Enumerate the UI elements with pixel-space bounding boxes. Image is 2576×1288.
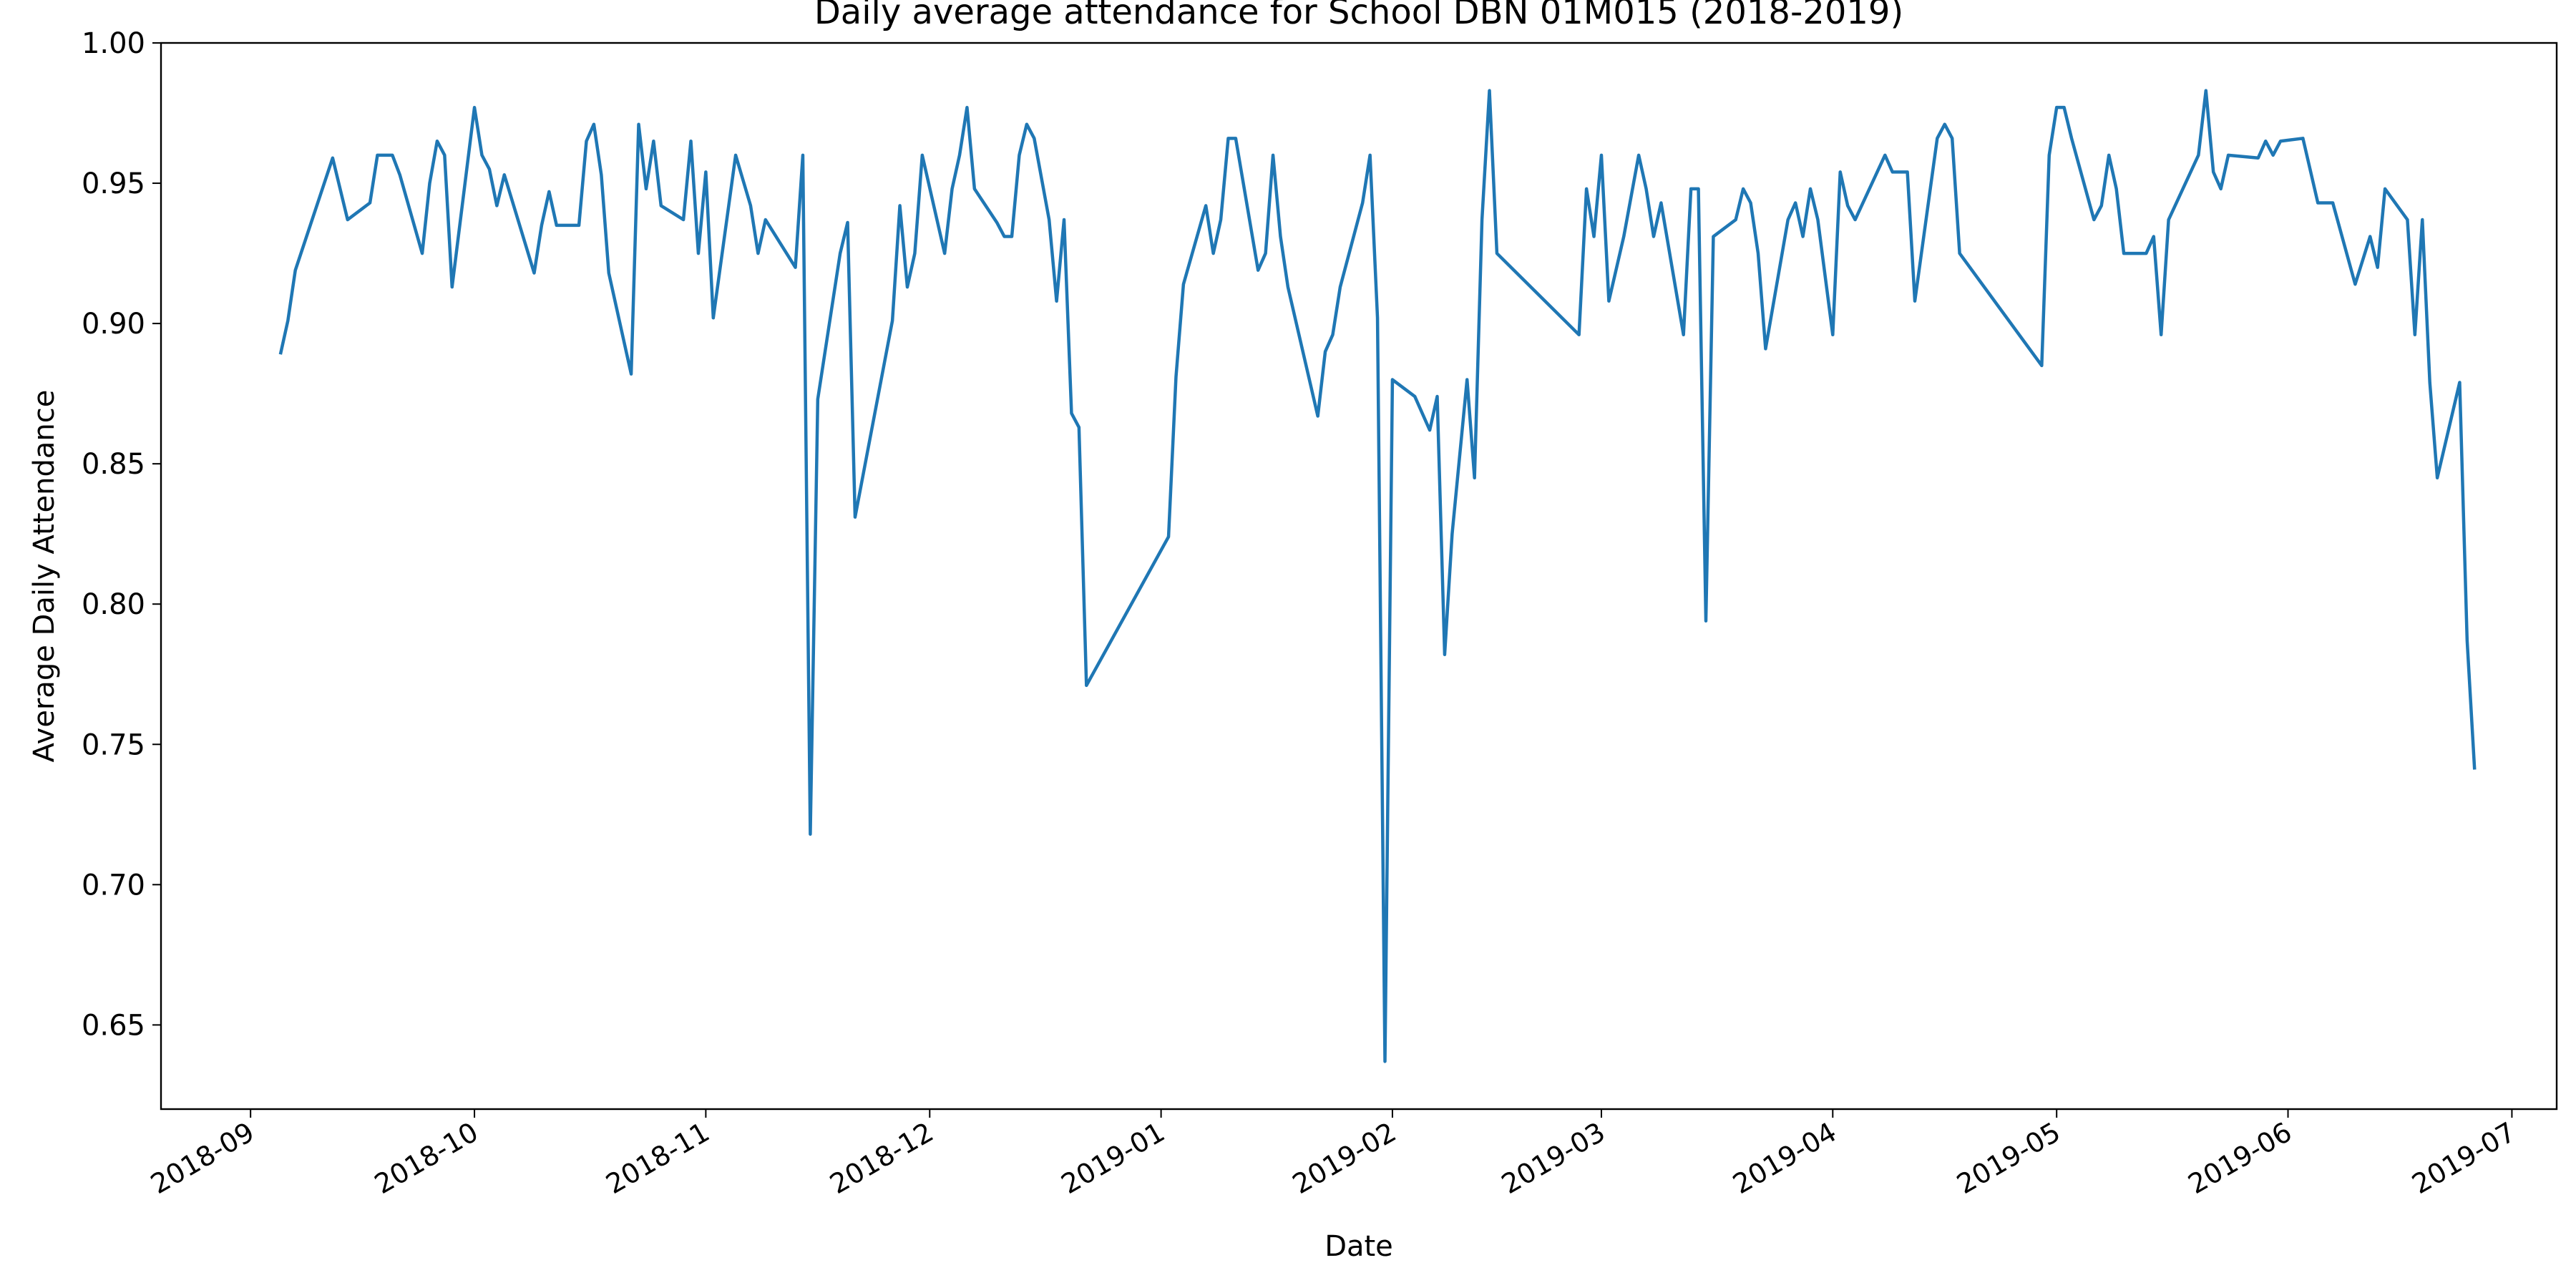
y-tick-label: 1.00 — [82, 27, 145, 60]
y-tick-label: 0.70 — [82, 869, 145, 902]
x-axis-label: Date — [1324, 1230, 1393, 1263]
y-tick-label: 0.65 — [82, 1009, 145, 1042]
series-layer — [278, 89, 2477, 1063]
y-axis: 0.65 0.70 0.75 0.80 0.85 0.90 0.95 1.00 — [82, 27, 161, 1042]
plot-frame — [160, 42, 2558, 1111]
y-tick-label: 0.90 — [82, 308, 145, 341]
y-tick-label: 0.80 — [82, 588, 145, 621]
y-tick-label: 0.95 — [82, 167, 145, 200]
y-tick-label: 0.75 — [82, 728, 145, 761]
series-line-0 — [278, 89, 2477, 1063]
y-axis-label: Average Daily Attendance — [28, 390, 61, 763]
y-tick-label: 0.85 — [82, 448, 145, 481]
chart-title: Daily average attendance for School DBN … — [814, 0, 1903, 32]
